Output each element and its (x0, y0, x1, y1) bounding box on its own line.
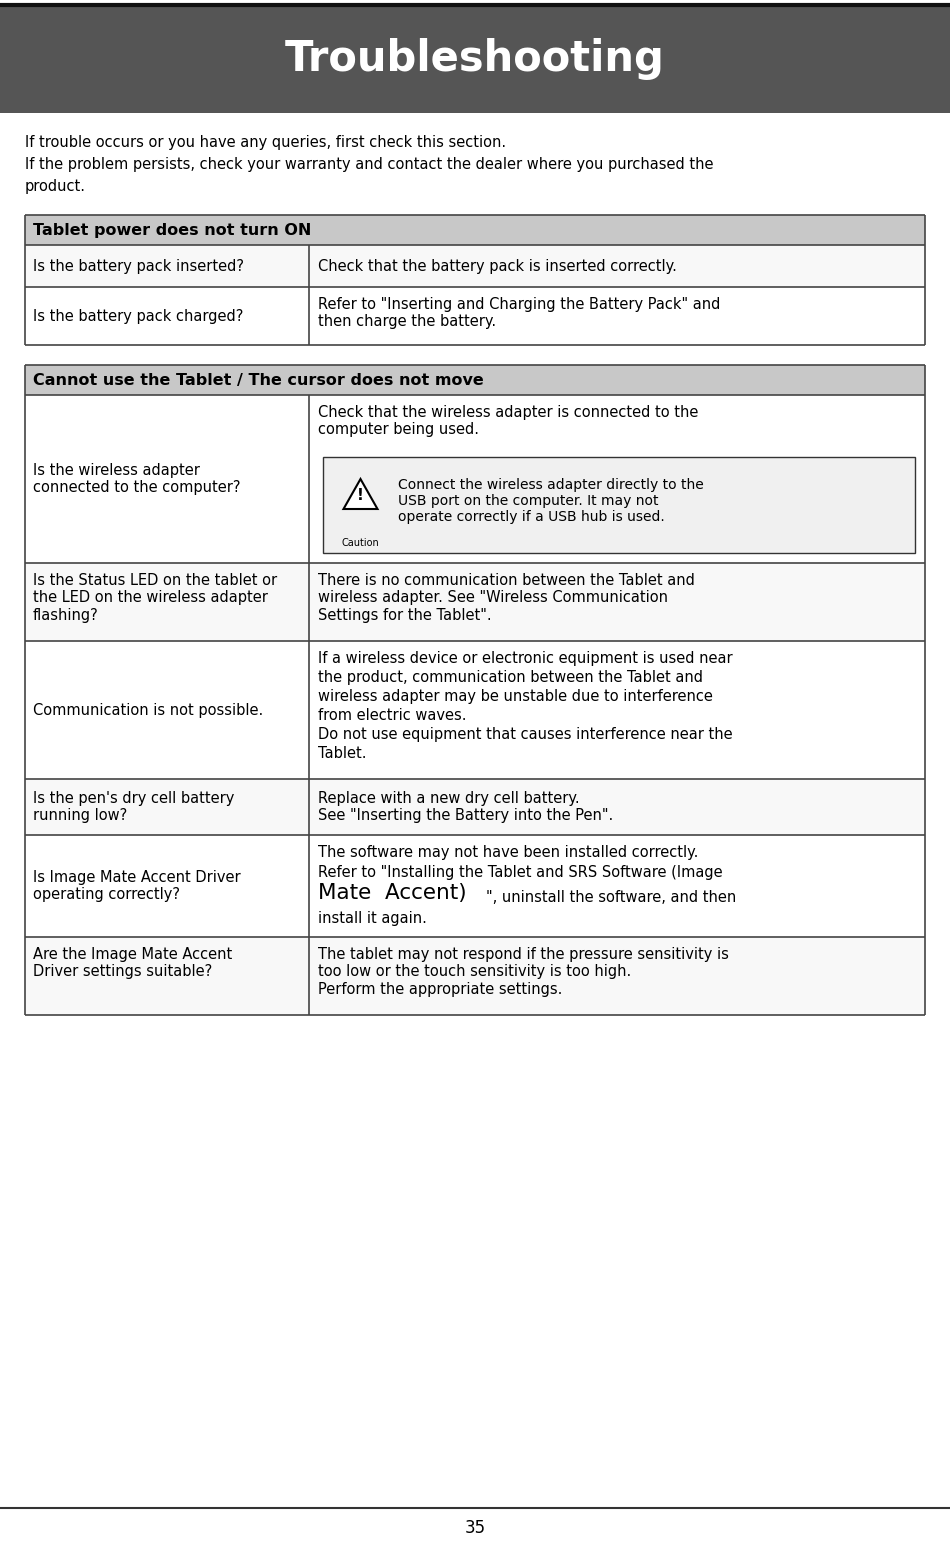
Text: Is the pen's dry cell battery
running low?: Is the pen's dry cell battery running lo… (33, 791, 235, 824)
Text: product.: product. (25, 180, 86, 194)
Bar (25, 936, 925, 1014)
Bar (25, 395, 925, 563)
Text: !: ! (357, 488, 364, 502)
Text: install it again.: install it again. (318, 911, 428, 925)
Text: Are the Image Mate Accent
Driver settings suitable?: Are the Image Mate Accent Driver setting… (33, 947, 232, 980)
Text: Is the Status LED on the tablet or
the LED on the wireless adapter
flashing?: Is the Status LED on the tablet or the L… (33, 574, 277, 622)
Text: Check that the wireless adapter is connected to the
computer being used.: Check that the wireless adapter is conne… (318, 405, 699, 438)
Text: Mate  Accent): Mate Accent) (318, 883, 467, 903)
Bar (322, 456, 915, 553)
Text: Is the wireless adapter
connected to the computer?: Is the wireless adapter connected to the… (33, 463, 240, 495)
Text: Do not use equipment that causes interference near the: Do not use equipment that causes interfe… (318, 727, 733, 742)
Text: Is the battery pack charged?: Is the battery pack charged? (33, 308, 243, 324)
Text: There is no communication between the Tablet and
wireless adapter. See "Wireless: There is no communication between the Ta… (318, 574, 695, 622)
Text: Is the battery pack inserted?: Is the battery pack inserted? (33, 258, 244, 274)
Text: Cannot use the Tablet / The cursor does not move: Cannot use the Tablet / The cursor does … (33, 372, 484, 388)
Text: If the problem persists, check your warranty and contact the dealer where you pu: If the problem persists, check your warr… (25, 156, 713, 172)
Bar (25, 288, 925, 345)
Text: The tablet may not respond if the pressure sensitivity is
too low or the touch s: The tablet may not respond if the pressu… (318, 947, 730, 997)
Text: Check that the battery pack is inserted correctly.: Check that the battery pack is inserted … (318, 258, 677, 274)
Text: the product, communication between the Tablet and: the product, communication between the T… (318, 671, 704, 685)
Text: 35: 35 (465, 1519, 485, 1536)
Bar (0, 5, 950, 113)
Bar (25, 216, 925, 245)
Text: from electric waves.: from electric waves. (318, 708, 467, 724)
Text: Tablet power does not turn ON: Tablet power does not turn ON (33, 222, 312, 238)
Bar (25, 641, 925, 778)
Polygon shape (344, 478, 377, 510)
Bar (25, 563, 925, 641)
Bar (25, 245, 925, 288)
Text: Refer to "Installing the Tablet and SRS Software (Image: Refer to "Installing the Tablet and SRS … (318, 864, 723, 880)
Text: The software may not have been installed correctly.: The software may not have been installed… (318, 846, 699, 860)
Text: Is Image Mate Accent Driver
operating correctly?: Is Image Mate Accent Driver operating co… (33, 869, 240, 902)
Text: wireless adapter may be unstable due to interference: wireless adapter may be unstable due to … (318, 689, 713, 703)
Text: ", uninstall the software, and then: ", uninstall the software, and then (486, 889, 737, 905)
Text: Refer to "Inserting and Charging the Battery Pack" and
then charge the battery.: Refer to "Inserting and Charging the Bat… (318, 297, 721, 330)
Text: Communication is not possible.: Communication is not possible. (33, 702, 263, 717)
Bar (25, 366, 925, 395)
Bar (25, 778, 925, 835)
Text: Replace with a new dry cell battery.
See "Inserting the Battery into the Pen".: Replace with a new dry cell battery. See… (318, 791, 614, 824)
Text: Troubleshooting: Troubleshooting (285, 38, 665, 80)
Bar (25, 835, 925, 936)
Text: Connect the wireless adapter directly to the
USB port on the computer. It may no: Connect the wireless adapter directly to… (397, 478, 703, 524)
Text: If trouble occurs or you have any queries, first check this section.: If trouble occurs or you have any querie… (25, 134, 506, 150)
Text: If a wireless device or electronic equipment is used near: If a wireless device or electronic equip… (318, 652, 733, 666)
Text: Tablet.: Tablet. (318, 746, 367, 761)
Text: Caution: Caution (342, 538, 379, 549)
